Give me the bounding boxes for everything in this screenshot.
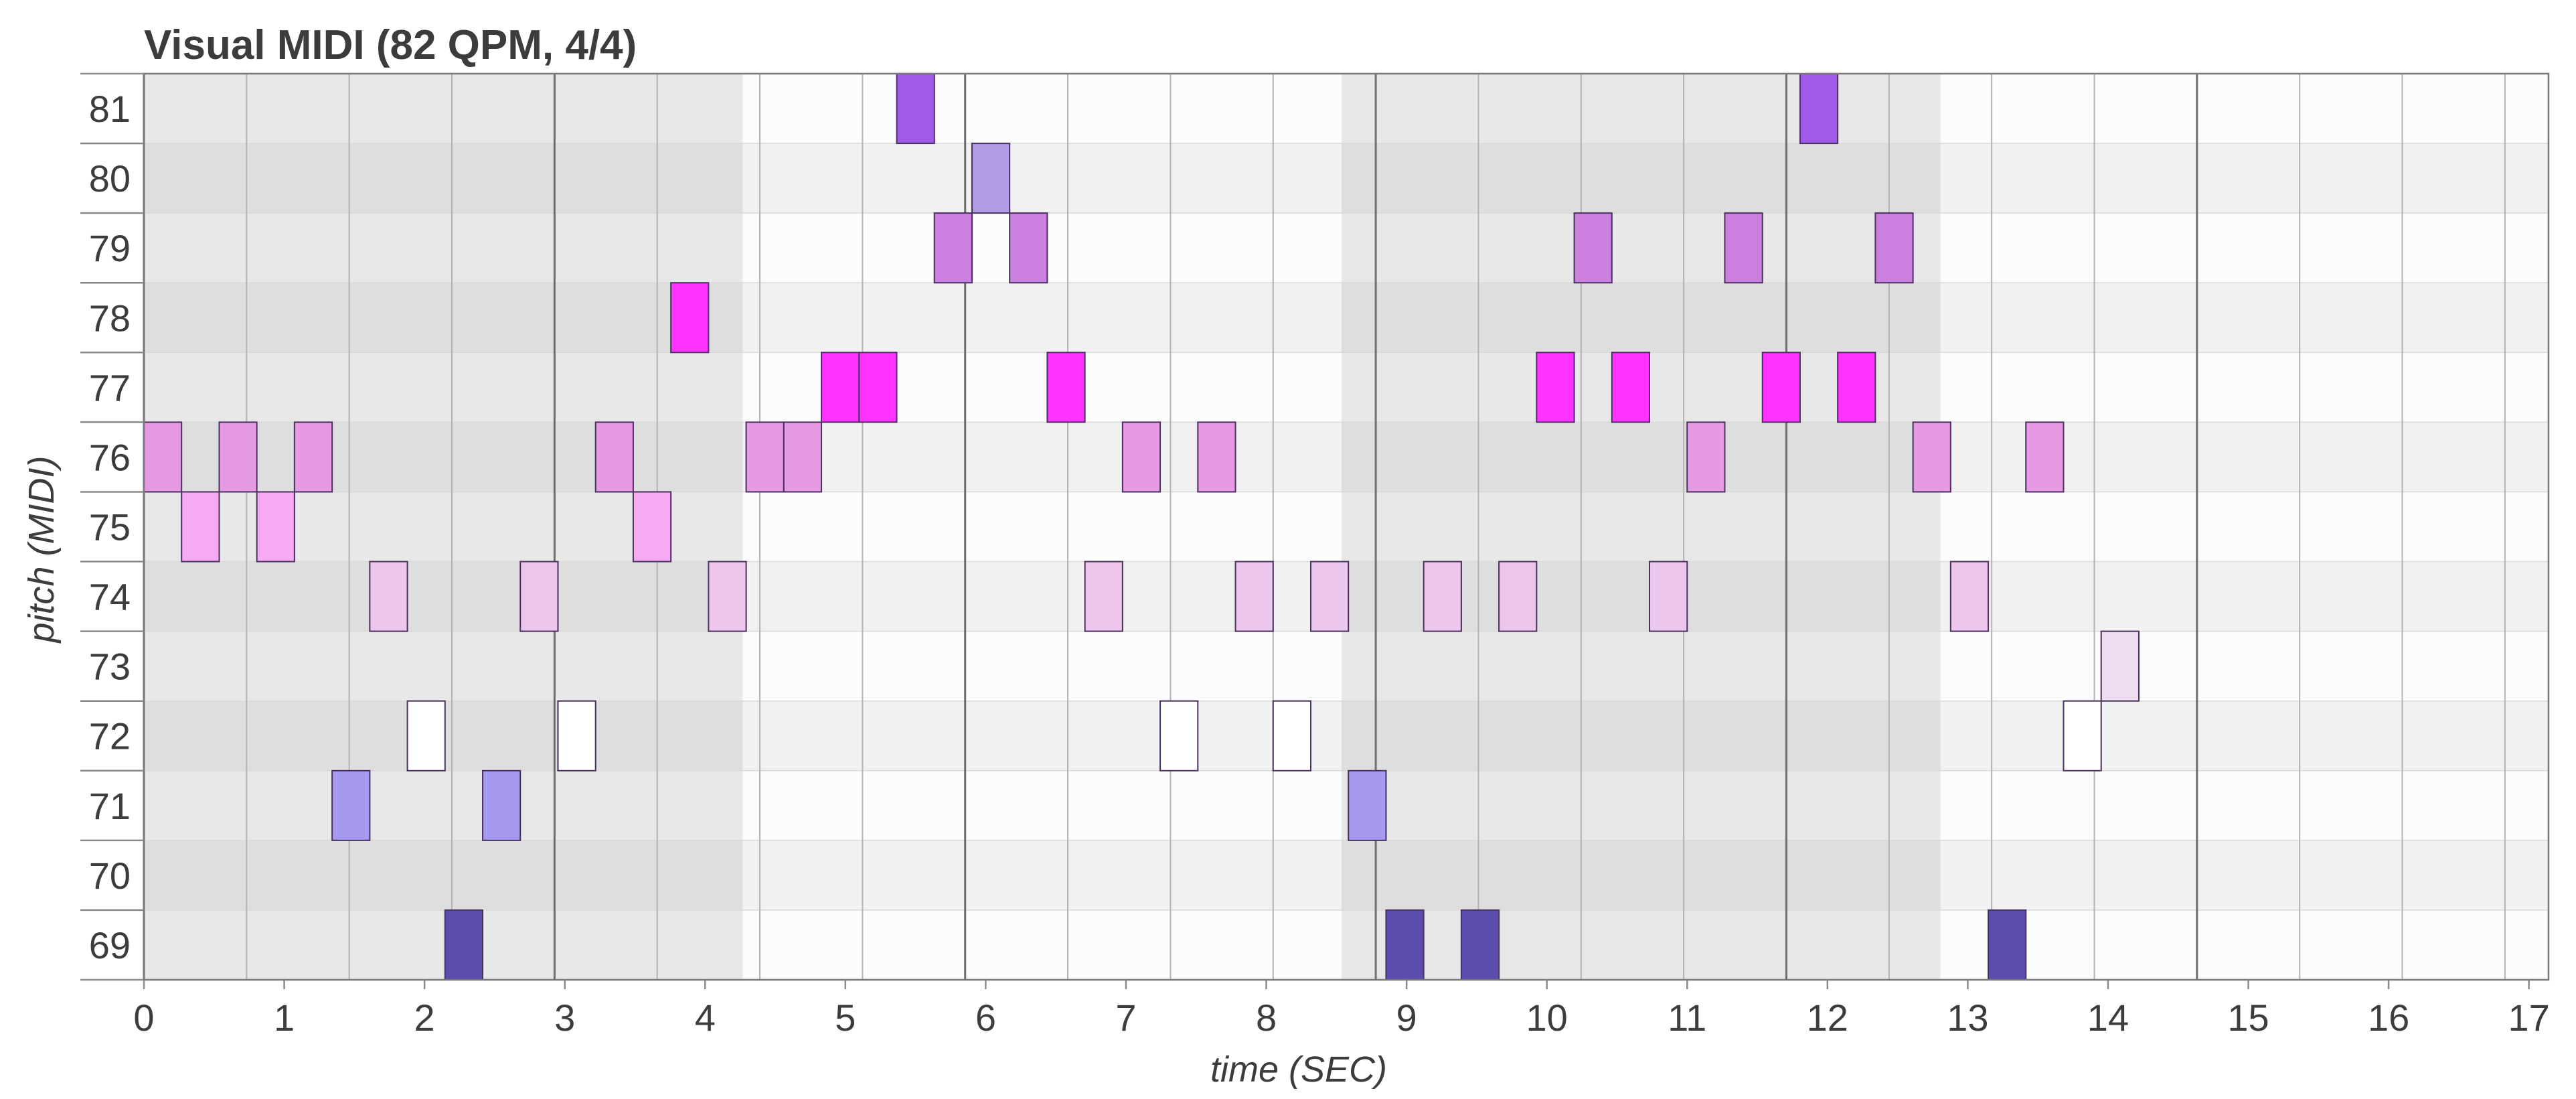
pitch-row-stripe xyxy=(144,422,2549,492)
plot-area xyxy=(143,72,2550,981)
pitch-row-stripe xyxy=(144,283,2549,353)
note-74 xyxy=(369,561,408,632)
note-74 xyxy=(1084,561,1123,632)
x-axis-label: time (SEC) xyxy=(1210,1049,1387,1090)
y-tick-label: 74 xyxy=(89,576,131,618)
note-74 xyxy=(1649,561,1688,632)
x-tick-label: 8 xyxy=(1256,997,1277,1039)
x-tick-label: 11 xyxy=(1668,997,1706,1039)
note-79 xyxy=(1724,212,1763,284)
y-tick-label: 78 xyxy=(89,297,131,339)
note-72 xyxy=(2063,700,2102,772)
pitch-row-stripe xyxy=(144,840,2549,910)
note-75 xyxy=(256,491,295,563)
y-tick-labels: 69 70 71 72 73 74 75 76 77 78 79 80 81 xyxy=(80,72,144,981)
note-76 xyxy=(745,421,785,493)
x-tick-label: 15 xyxy=(2227,997,2269,1039)
x-tick-label: 16 xyxy=(2368,997,2409,1039)
note-71 xyxy=(1348,770,1387,841)
note-81 xyxy=(896,73,935,145)
x-tick-label: 13 xyxy=(1947,997,1988,1039)
note-76 xyxy=(218,421,258,493)
note-74 xyxy=(519,561,559,632)
note-77 xyxy=(1536,352,1575,423)
x-tick-label: 4 xyxy=(695,997,716,1039)
chart-title: Visual MIDI (82 QPM, 4/4) xyxy=(144,22,637,68)
y-tick-label: 81 xyxy=(89,88,131,130)
x-tick-label: 12 xyxy=(1807,997,1848,1039)
y-tick-label: 79 xyxy=(89,227,131,269)
y-tick-label: 72 xyxy=(89,715,131,757)
x-tick-label: 9 xyxy=(1396,997,1417,1039)
note-79 xyxy=(933,212,973,284)
y-tick-label: 70 xyxy=(89,855,131,897)
y-tick-label: 71 xyxy=(89,785,131,827)
note-69 xyxy=(1988,909,2027,981)
note-72 xyxy=(406,700,446,772)
note-76 xyxy=(143,421,183,493)
x-tick-label: 0 xyxy=(133,997,154,1039)
note-69 xyxy=(1460,909,1500,981)
x-tick-label: 14 xyxy=(2087,997,2129,1039)
note-72 xyxy=(1159,700,1199,772)
note-81 xyxy=(1799,73,1839,145)
x-tick-label: 6 xyxy=(975,997,996,1039)
note-78 xyxy=(670,282,710,354)
note-74 xyxy=(1234,561,1274,632)
x-tick-label: 17 xyxy=(2508,997,2550,1039)
note-76 xyxy=(1686,421,1726,493)
x-tick-label: 2 xyxy=(414,997,435,1039)
note-74 xyxy=(1498,561,1538,632)
note-77 xyxy=(1761,352,1801,423)
note-76 xyxy=(594,421,634,493)
y-tick-label: 76 xyxy=(89,436,131,478)
note-71 xyxy=(482,770,521,841)
note-72 xyxy=(557,700,596,772)
note-75 xyxy=(181,491,220,563)
note-75 xyxy=(632,491,672,563)
note-77 xyxy=(1611,352,1651,423)
note-77 xyxy=(858,352,898,423)
note-72 xyxy=(1272,700,1312,772)
note-71 xyxy=(331,770,371,841)
note-74 xyxy=(1423,561,1462,632)
note-76 xyxy=(2025,421,2065,493)
note-76 xyxy=(293,421,333,493)
note-69 xyxy=(444,909,484,981)
y-tick-label: 69 xyxy=(89,924,131,966)
y-tick-label: 80 xyxy=(89,157,131,200)
note-79 xyxy=(1573,212,1613,284)
note-77 xyxy=(1046,352,1086,423)
note-79 xyxy=(1874,212,1914,284)
note-73 xyxy=(2100,630,2140,702)
note-76 xyxy=(1197,421,1236,493)
bar-band xyxy=(1342,74,1941,980)
x-tick-label: 5 xyxy=(835,997,856,1039)
x-tick-labels: 0 1 2 3 4 5 6 7 8 9 10 11 12 13 14 15 16 17 xyxy=(133,980,2550,1039)
note-74 xyxy=(708,561,747,632)
y-tick-label: 75 xyxy=(89,506,131,548)
note-80 xyxy=(971,143,1011,214)
note-76 xyxy=(783,421,823,493)
note-76 xyxy=(1121,421,1161,493)
bar-band xyxy=(1940,74,2549,980)
x-tick-label: 10 xyxy=(1526,997,1568,1039)
note-74 xyxy=(1949,561,1990,632)
note-76 xyxy=(1912,421,1951,493)
note-79 xyxy=(1009,212,1048,284)
note-77 xyxy=(821,352,860,423)
note-77 xyxy=(1837,352,1876,423)
pitch-row-stripe xyxy=(144,701,2549,771)
plot-frame xyxy=(143,72,2550,981)
x-tick-label: 7 xyxy=(1115,997,1136,1039)
note-69 xyxy=(1385,909,1425,981)
x-tick-label: 1 xyxy=(274,997,295,1039)
y-tick-label: 77 xyxy=(89,366,131,409)
y-axis-label: pitch (MIDI) xyxy=(21,455,62,644)
y-tick-label: 73 xyxy=(89,646,131,688)
pitch-row-stripe xyxy=(144,143,2549,214)
note-74 xyxy=(1310,561,1350,632)
x-tick-label: 3 xyxy=(554,997,575,1039)
